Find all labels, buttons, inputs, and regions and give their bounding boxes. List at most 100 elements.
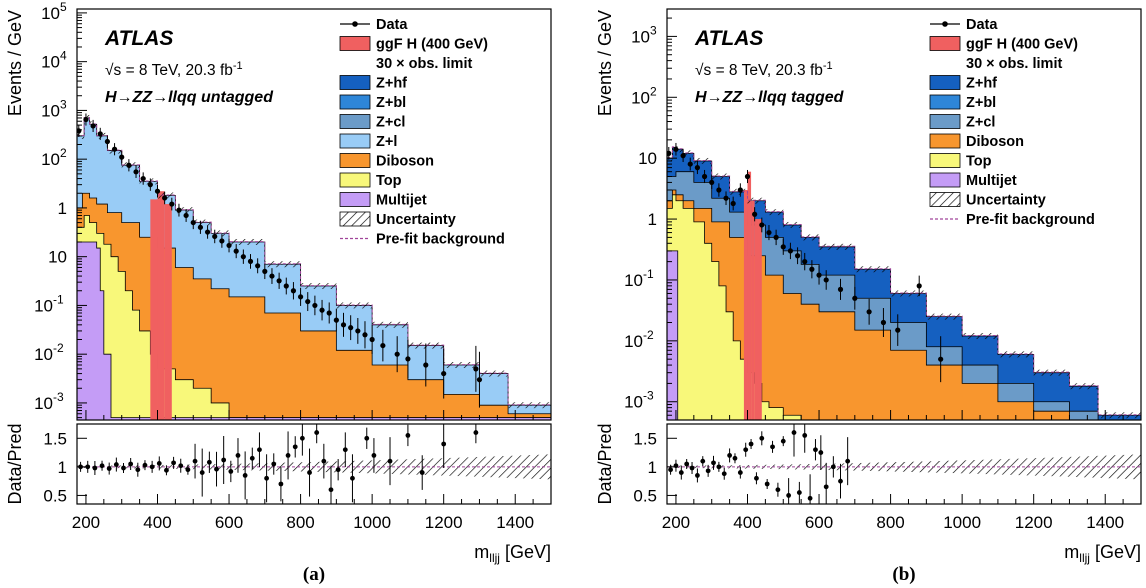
ratio-point bbox=[754, 475, 759, 481]
data-point bbox=[866, 309, 872, 315]
y-tick-exponent: 2 bbox=[60, 146, 67, 160]
ratio-plot-frame bbox=[666, 423, 1142, 505]
ratio-point bbox=[314, 430, 320, 435]
y-tick-exponent: -1 bbox=[643, 267, 654, 281]
ratio-point bbox=[387, 458, 393, 464]
ratio-point bbox=[743, 447, 749, 453]
data-point bbox=[687, 161, 693, 167]
signal-bar bbox=[754, 219, 762, 420]
legend-diboson-swatch bbox=[339, 153, 371, 168]
y-tick-label: 1 bbox=[648, 210, 657, 229]
data-point bbox=[133, 169, 139, 175]
data-point bbox=[197, 224, 204, 230]
data-point bbox=[169, 201, 175, 207]
legend-multijet-swatch bbox=[929, 172, 961, 188]
y-tick-label: 10 bbox=[624, 393, 643, 412]
data-point bbox=[147, 182, 153, 188]
legend-data-label: Data bbox=[376, 17, 408, 33]
x-tick-label: 800 bbox=[286, 513, 314, 532]
legend-signal-label: ggF H (400 GeV) bbox=[376, 37, 488, 53]
energy-label: √s = 8 TeV, 20.3 fb-1 bbox=[105, 60, 243, 79]
x-axis-label-unit: [GeV] bbox=[500, 542, 551, 562]
y-tick-label: 10 bbox=[638, 149, 657, 168]
y-tick-exponent: 3 bbox=[60, 97, 67, 111]
uncertainty-band bbox=[711, 173, 730, 180]
data-point bbox=[83, 116, 89, 123]
multijet-area bbox=[77, 241, 551, 420]
data-point bbox=[723, 195, 729, 201]
y-tick-label: 10 bbox=[631, 27, 650, 46]
ratio-y-tick-label: 0.5 bbox=[633, 486, 657, 505]
x-axis-label-sub: lljj bbox=[1079, 551, 1090, 565]
data-point bbox=[247, 258, 254, 264]
signal-bar bbox=[164, 204, 172, 420]
ratio-point bbox=[802, 433, 808, 438]
x-tick-label: 800 bbox=[876, 513, 904, 532]
data-point bbox=[276, 278, 282, 284]
data-point bbox=[709, 179, 715, 186]
data-point bbox=[895, 327, 901, 333]
ratio-point bbox=[791, 430, 797, 435]
x-axis-label-main: m bbox=[1064, 542, 1079, 562]
channel-label: H→ZZ→llqq tagged bbox=[695, 89, 845, 106]
data-point bbox=[305, 298, 311, 305]
legend-data-label: Data bbox=[966, 17, 998, 33]
data-point bbox=[787, 248, 794, 254]
uncertainty-band bbox=[962, 333, 998, 340]
x-tick-label: 1400 bbox=[1086, 513, 1124, 532]
legend-zbl-swatch bbox=[339, 94, 371, 110]
legend-multijet-label: Multijet bbox=[966, 173, 1017, 189]
energy-label-text: √s = 8 TeV, 20.3 fb bbox=[105, 62, 233, 79]
data-point bbox=[794, 253, 801, 259]
data-point bbox=[394, 351, 400, 357]
ratio-y-axis-label: Data/Pred bbox=[595, 423, 615, 504]
data-point bbox=[319, 307, 325, 313]
ratio-point bbox=[235, 453, 241, 458]
legend-diboson-swatch bbox=[929, 133, 961, 149]
data-point bbox=[312, 302, 318, 309]
ratio-point bbox=[700, 458, 706, 464]
ratio-point bbox=[419, 470, 425, 475]
ratio-point bbox=[770, 444, 775, 450]
ratio-point bbox=[85, 464, 91, 470]
ratio-point bbox=[748, 441, 754, 447]
data-point bbox=[476, 377, 483, 383]
stack-panel-1 bbox=[667, 144, 1141, 420]
x-axis-label: mlljj [GeV] bbox=[1064, 542, 1141, 565]
signal-bar bbox=[743, 190, 748, 420]
x-tick-label: 1200 bbox=[1015, 513, 1053, 532]
panel-label: (b) bbox=[892, 564, 915, 585]
data-point bbox=[204, 229, 211, 235]
data-point bbox=[326, 310, 332, 316]
data-point bbox=[297, 294, 304, 300]
x-tick-label: 200 bbox=[662, 513, 690, 532]
data-point bbox=[183, 212, 189, 219]
ratio-point bbox=[441, 441, 447, 447]
channel-label: H→ZZ→llqq untagged bbox=[105, 89, 274, 106]
y-tick-exponent: 4 bbox=[60, 49, 67, 63]
uncertainty-band bbox=[264, 261, 301, 268]
signal-bar bbox=[747, 171, 752, 420]
x-tick-label: 1000 bbox=[353, 513, 391, 532]
ratio-point bbox=[299, 435, 305, 441]
data-point bbox=[744, 173, 751, 180]
y-tick-exponent: -1 bbox=[53, 292, 64, 306]
data-point bbox=[348, 325, 354, 331]
y-tick-label: 1 bbox=[58, 199, 67, 218]
ratio-panel-0 bbox=[77, 424, 551, 504]
x-tick-label: 400 bbox=[733, 513, 761, 532]
data-point bbox=[126, 162, 132, 168]
ratio-point bbox=[705, 468, 711, 474]
main-plot-frame bbox=[666, 8, 1142, 421]
ratio-point bbox=[271, 461, 277, 467]
panel-label: (a) bbox=[303, 564, 325, 585]
data-point bbox=[405, 356, 411, 362]
data-point bbox=[233, 248, 239, 254]
data-point bbox=[97, 131, 103, 137]
ratio-y-tick-label: 1 bbox=[648, 458, 657, 477]
data-point bbox=[283, 283, 289, 289]
signal-bar bbox=[751, 200, 755, 420]
legend-prefit-label: Pre-fit background bbox=[376, 232, 505, 248]
data-point bbox=[162, 195, 168, 201]
